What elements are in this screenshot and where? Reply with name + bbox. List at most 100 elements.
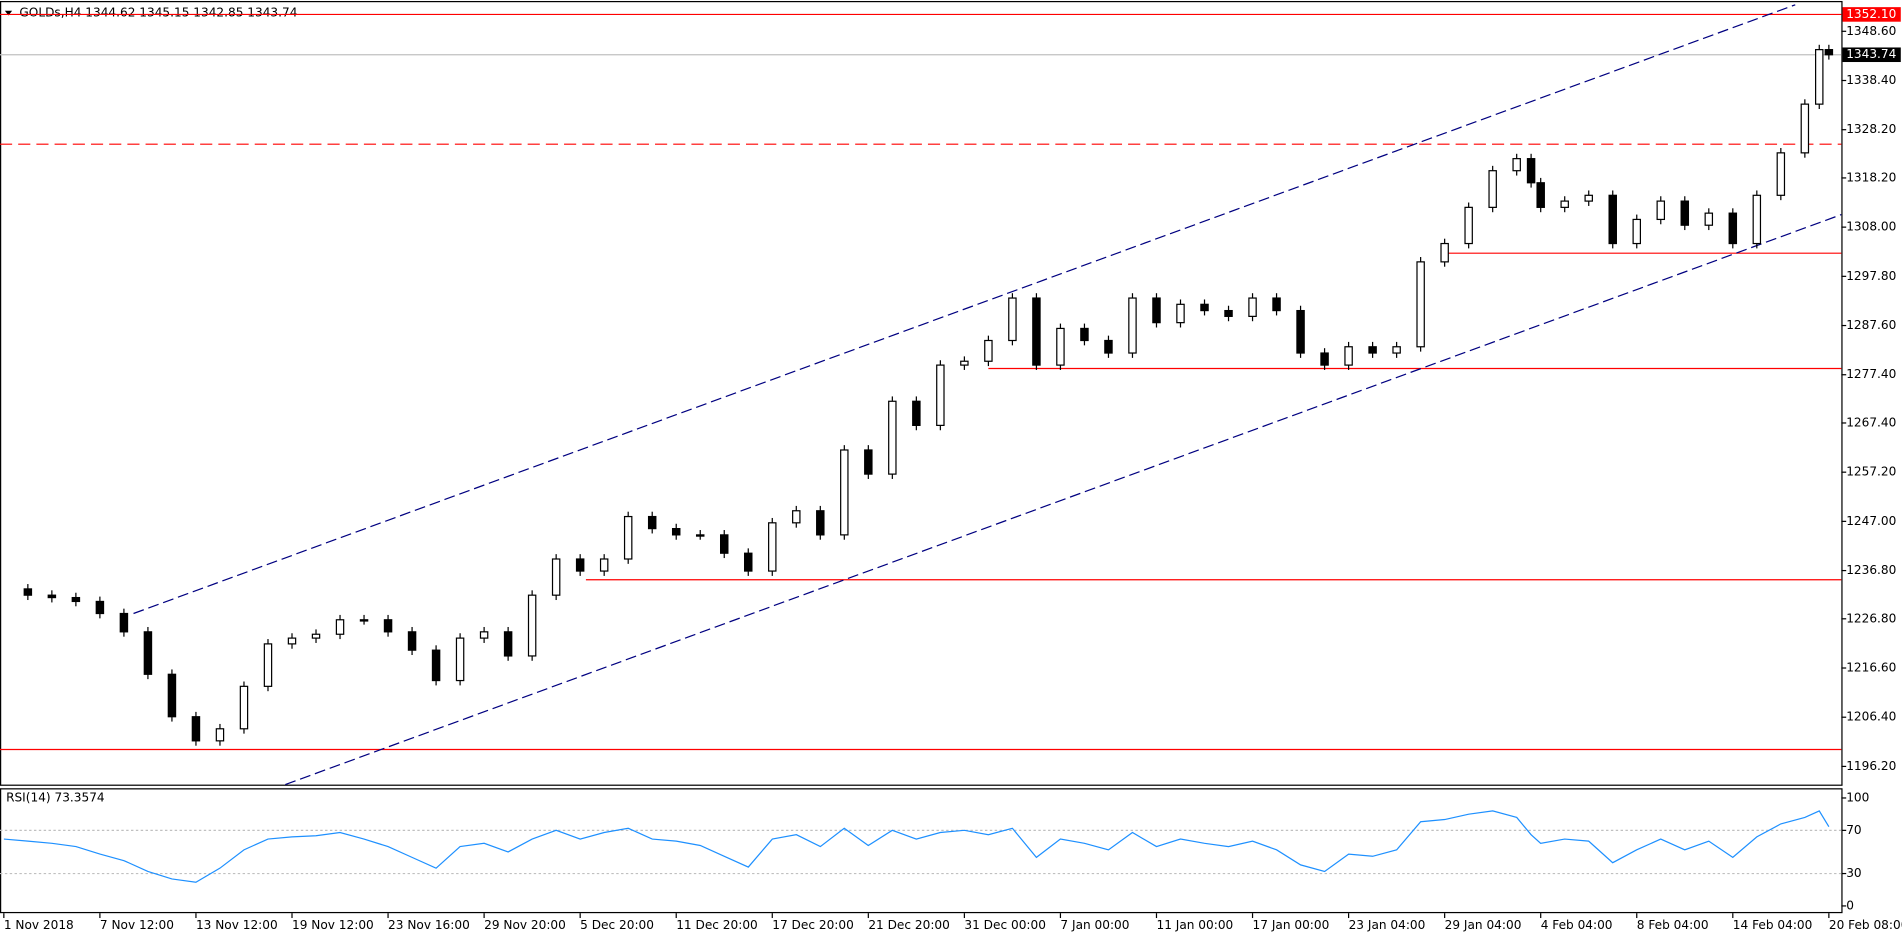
y-tick-label: 1236.80 <box>1846 563 1896 577</box>
candle-body <box>1680 200 1690 226</box>
candle-body <box>1584 194 1593 202</box>
candle-body <box>1128 297 1137 354</box>
y-tick-label: 30 <box>1846 866 1861 880</box>
candle-body <box>984 339 993 362</box>
x-tick-label: 11 Dec 20:00 <box>676 918 758 932</box>
candle-body <box>1512 158 1521 172</box>
candle-body <box>1536 182 1545 208</box>
candle-body <box>263 643 273 687</box>
x-tick-label: 1 Nov 2018 <box>4 918 74 932</box>
candle-body <box>599 558 609 572</box>
candle-body <box>1728 212 1738 245</box>
candle-body <box>888 400 897 475</box>
x-tick-label: 17 Jan 00:00 <box>1253 918 1330 932</box>
candle-body <box>1752 194 1762 245</box>
rsi-line <box>3 810 1830 883</box>
candle-body <box>551 558 561 596</box>
x-tick-label: 8 Feb 04:00 <box>1637 918 1709 932</box>
y-tick-label: 1328.20 <box>1846 122 1896 136</box>
x-tick-label: 29 Nov 20:00 <box>484 918 566 932</box>
candle-body <box>143 631 153 675</box>
price-tag-label: 1352.10 <box>1846 7 1896 21</box>
x-tick-label: 23 Jan 04:00 <box>1349 918 1426 932</box>
candle-body <box>768 522 777 572</box>
x-tick-label: 23 Nov 16:00 <box>388 918 470 932</box>
x-tick-label: 5 Dec 20:00 <box>580 918 654 932</box>
candle-body <box>792 510 801 524</box>
x-tick-label: 14 Feb 04:00 <box>1733 918 1813 932</box>
chart-title: GOLDs,H4 1344.62 1345.15 1342.85 1343.74 <box>19 6 297 20</box>
candle-body <box>1776 152 1786 196</box>
candle-body <box>527 594 537 657</box>
y-tick-label: 1287.60 <box>1846 318 1896 332</box>
candle-body <box>503 631 513 657</box>
candle-body <box>1526 158 1536 184</box>
y-tick-label: 1338.40 <box>1846 73 1896 87</box>
candle-body <box>695 534 705 537</box>
y-tick-label: 1257.20 <box>1846 465 1896 479</box>
candle-body <box>1296 309 1305 354</box>
candle-body <box>431 649 441 682</box>
candle-body <box>1056 327 1065 366</box>
candle-body <box>1392 346 1401 354</box>
candle-body <box>1080 327 1089 342</box>
candle-body <box>1176 303 1185 324</box>
candle-body <box>359 619 369 622</box>
candle-body <box>383 619 393 633</box>
x-tick-label: 21 Dec 20:00 <box>868 918 950 932</box>
candle-body <box>960 360 969 366</box>
y-tick-label: 1196.20 <box>1846 759 1896 773</box>
x-tick-label: 17 Dec 20:00 <box>772 918 854 932</box>
candle-body <box>1800 103 1810 154</box>
candle-body <box>191 716 201 742</box>
candle-body <box>1368 346 1377 354</box>
x-tick-label: 4 Feb 04:00 <box>1541 918 1613 932</box>
candle-body <box>1824 49 1834 56</box>
candle-body <box>1248 297 1257 317</box>
candle-body <box>1704 212 1714 226</box>
y-tick-label: 1308.00 <box>1846 220 1896 234</box>
y-tick-label: 1277.40 <box>1846 367 1896 381</box>
candle-body <box>1608 194 1617 245</box>
candle-body <box>23 588 33 596</box>
candle-body <box>912 400 921 426</box>
y-tick-label: 1226.80 <box>1846 611 1896 625</box>
y-tick-label: 1297.80 <box>1846 269 1896 283</box>
candle-body <box>1200 303 1209 312</box>
candle-body <box>671 528 681 536</box>
x-tick-label: 20 Feb 08:00 <box>1829 918 1902 932</box>
candle-body <box>71 596 81 603</box>
candle-body <box>335 619 345 635</box>
y-tick-label: 1267.40 <box>1846 415 1896 429</box>
candle-body <box>1656 200 1666 221</box>
rsi-pane <box>0 788 1843 914</box>
y-tick-label: 0 <box>1846 898 1854 912</box>
y-tick-label: 1318.20 <box>1846 170 1896 184</box>
candle-body <box>479 631 489 639</box>
x-tick-label: 31 Dec 00:00 <box>964 918 1046 932</box>
candle-body <box>1560 200 1569 208</box>
candle-body <box>647 515 657 530</box>
x-tick-label: 11 Jan 00:00 <box>1156 918 1233 932</box>
candle-body <box>239 685 249 730</box>
channel-line <box>285 214 1842 786</box>
candle-body <box>1320 352 1329 366</box>
y-tick-label: 1348.60 <box>1846 24 1896 38</box>
x-tick-label: 13 Nov 12:00 <box>196 918 278 932</box>
candle-body <box>623 515 633 560</box>
candle-body <box>47 594 57 599</box>
candle-body <box>1008 297 1017 342</box>
candle-body <box>407 631 417 651</box>
candle-body <box>864 449 873 475</box>
candle-body <box>215 728 225 742</box>
channel-line <box>133 4 1796 615</box>
price-tag <box>1842 7 1901 22</box>
candle-body <box>1032 297 1041 366</box>
price-pane <box>0 0 1843 786</box>
rsi-title: RSI(14) 73.3574 <box>6 790 105 804</box>
candle-body <box>719 534 729 554</box>
candle-body <box>575 558 585 572</box>
candle-body <box>744 552 753 572</box>
